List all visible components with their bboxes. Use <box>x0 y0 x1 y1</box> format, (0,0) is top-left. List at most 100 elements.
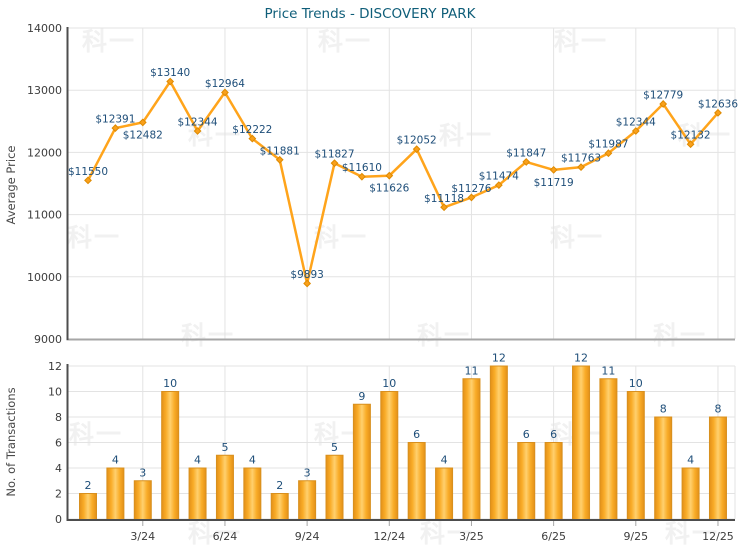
txn-ytick-label: 12 <box>48 360 62 373</box>
transaction-bar <box>572 365 591 520</box>
price-point-marker <box>221 88 229 97</box>
price-point-label: $11763 <box>561 153 601 165</box>
watermark: 科一 <box>68 420 124 449</box>
bar-value-label: 8 <box>660 403 667 416</box>
price-point-marker <box>84 176 92 185</box>
price-point-label: $12344 <box>616 117 656 129</box>
price-point-marker <box>714 108 722 117</box>
price-point-label: $12391 <box>95 114 135 126</box>
bar-value-label: 10 <box>382 377 396 390</box>
txn-ytick-label: 10 <box>48 386 62 399</box>
bar-value-label: 4 <box>112 454 119 467</box>
bar-value-label: 6 <box>523 428 530 441</box>
price-point-label: $11987 <box>588 139 628 151</box>
transaction-bar <box>133 480 152 520</box>
bar-value-label: 3 <box>304 466 311 479</box>
bar-value-label: 3 <box>139 466 146 479</box>
transaction-bar <box>243 467 262 520</box>
price-point-label: $11719 <box>534 177 574 189</box>
bar-value-label: 10 <box>629 377 643 390</box>
price-point-label: $11550 <box>68 166 108 178</box>
price-point-marker <box>138 118 147 127</box>
transaction-bar <box>599 378 618 520</box>
transaction-bar <box>462 378 481 520</box>
bar-value-label: 9 <box>358 390 365 403</box>
transaction-bar <box>626 391 645 520</box>
bar-value-label: 4 <box>194 454 201 467</box>
transaction-bar <box>215 454 234 520</box>
txn-xtick-label: 3/24 <box>130 530 155 543</box>
price-point-marker <box>412 145 421 154</box>
transaction-bar <box>352 403 371 520</box>
price-point-label: $12964 <box>205 78 245 90</box>
watermark: 科一 <box>677 121 733 150</box>
watermark: 科一 <box>419 519 475 548</box>
bar-value-label: 6 <box>413 428 420 441</box>
price-point-marker <box>467 193 476 202</box>
price-point-label: $11474 <box>479 171 519 183</box>
watermark: 科一 <box>313 223 369 252</box>
price-axis-title: Average Price <box>4 145 18 225</box>
txn-xtick-label: 12/25 <box>702 530 734 543</box>
transaction-bar <box>654 416 673 520</box>
bar-value-label: 4 <box>687 454 694 467</box>
transaction-bar <box>435 467 454 520</box>
price-point-label: $11847 <box>506 147 546 159</box>
price-point-label: $12344 <box>178 117 218 129</box>
price-point-label: $12636 <box>698 98 738 110</box>
bar-value-label: 5 <box>331 441 338 454</box>
transaction-bar <box>407 442 426 520</box>
watermark: 科一 <box>187 519 243 548</box>
price-point-marker <box>659 100 668 108</box>
watermark: 科一 <box>664 519 720 548</box>
price-point-marker <box>522 158 531 166</box>
watermark: 科一 <box>66 223 122 252</box>
watermark: 科一 <box>187 121 243 150</box>
price-point-marker <box>275 155 284 164</box>
price-point-marker <box>494 181 503 190</box>
price-point-label: $12132 <box>671 130 711 142</box>
price-point-label: $12052 <box>397 135 437 147</box>
txn-xtick-label: 3/25 <box>459 530 484 543</box>
transaction-bar <box>681 467 700 520</box>
price-point-label: $11626 <box>369 183 409 195</box>
price-ytick-label: 12000 <box>27 146 62 159</box>
txn-ytick-label: 4 <box>55 462 62 475</box>
transaction-bar <box>161 391 180 520</box>
price-point-marker <box>166 77 175 86</box>
price-point-marker <box>686 140 695 149</box>
transaction-bar <box>79 493 97 520</box>
transaction-bar <box>270 493 289 520</box>
txn-xtick-label: 9/25 <box>623 530 648 543</box>
price-point-label: $12482 <box>123 129 163 141</box>
transaction-bar <box>298 480 317 520</box>
price-ytick-label: 14000 <box>27 22 62 35</box>
transaction-bar <box>544 442 563 520</box>
watermark: 科一 <box>317 27 373 56</box>
transaction-bar <box>489 365 508 520</box>
watermark: 科一 <box>438 121 494 150</box>
bar-value-label: 4 <box>249 454 256 467</box>
price-ytick-label: 10000 <box>27 271 62 284</box>
txn-xtick-label: 9/24 <box>295 530 320 543</box>
transactions-axis-title: No. of Transactions <box>4 387 18 497</box>
price-ytick-label: 11000 <box>27 209 62 222</box>
watermark: 科一 <box>81 27 137 56</box>
price-point-marker <box>577 163 585 172</box>
bar-value-label: 8 <box>714 403 721 416</box>
bar-value-label: 12 <box>574 352 588 365</box>
bar-value-label: 2 <box>276 479 283 492</box>
price-point-marker <box>440 203 448 212</box>
price-line <box>86 80 720 285</box>
transaction-bar <box>380 391 399 520</box>
price-point-marker <box>385 171 394 180</box>
bar-value-label: 4 <box>441 454 448 467</box>
price-point-label: $11827 <box>314 149 354 161</box>
txn-ytick-label: 2 <box>55 488 62 501</box>
price-point-marker <box>303 279 312 288</box>
bar-value-label: 11 <box>601 364 615 377</box>
price-point-label: $9893 <box>290 269 323 281</box>
price-point-marker <box>248 134 257 143</box>
txn-xtick-label: 12/24 <box>373 530 405 543</box>
